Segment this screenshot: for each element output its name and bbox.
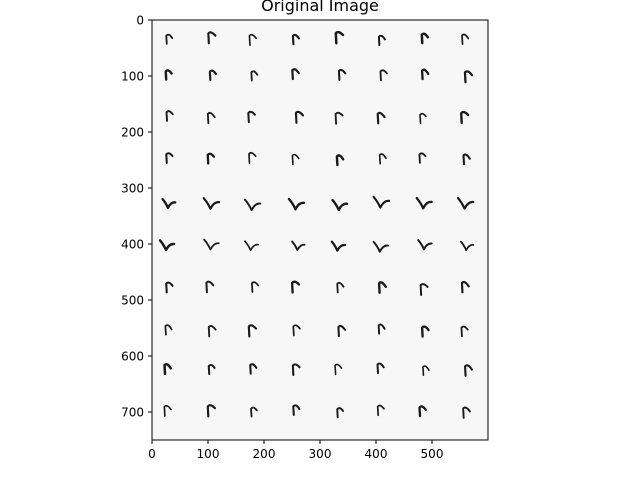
glyph-r1-c2 [207, 31, 217, 45]
glyph-r4-c4 [291, 153, 300, 166]
glyph-r1-c8 [461, 33, 470, 45]
glyph-r4-c6 [378, 153, 387, 165]
x-tick-label: 500 [421, 447, 444, 461]
glyph-r5-c5 [331, 198, 349, 212]
glyph-r6-c4 [291, 240, 306, 251]
glyph-r4-c2 [206, 152, 216, 165]
glyph-r6-c3 [244, 240, 260, 252]
y-tick-label: 100 [121, 70, 144, 84]
glyph-r8-c2 [207, 324, 217, 338]
glyph-r9-c1 [163, 363, 173, 376]
glyph-r10-c5 [336, 407, 345, 419]
y-tick-label: 0 [136, 14, 144, 28]
glyph-r3-c4 [294, 110, 305, 124]
glyph-r10-c2 [206, 404, 217, 418]
glyph-r3-c5 [334, 111, 344, 125]
glyph-r5-c7 [415, 196, 433, 210]
glyph-r8-c7 [420, 325, 430, 338]
y-tick-label: 700 [121, 406, 144, 420]
glyph-r4-c7 [418, 152, 427, 164]
glyph-r8-c5 [337, 324, 346, 338]
glyph-r6-c5 [330, 240, 347, 252]
y-tick-label: 500 [121, 294, 144, 308]
glyph-r6-c8 [460, 240, 475, 252]
glyph-r2-c7 [420, 68, 430, 81]
glyph-r4-c5 [335, 154, 345, 167]
x-tick-label: 300 [309, 447, 332, 461]
glyph-r1-c4 [291, 33, 300, 46]
glyph-r1-c5 [334, 30, 345, 45]
glyph-r7-c4 [290, 280, 301, 294]
glyph-r2-c5 [337, 68, 347, 81]
y-tick-label: 400 [121, 238, 144, 252]
glyph-r3-c6 [376, 111, 386, 125]
glyph-r5-c1 [161, 197, 177, 210]
y-tick-label: 200 [121, 126, 144, 140]
glyph-r4-c3 [248, 151, 257, 164]
glyph-r6-c6 [372, 240, 389, 253]
glyph-r9-c2 [207, 363, 216, 376]
glyph-r10-c1 [163, 404, 172, 417]
glyph-r10-c4 [292, 404, 301, 416]
y-tick-label: 300 [121, 182, 144, 196]
image-background [152, 20, 488, 440]
glyph-r4-c1 [165, 152, 174, 164]
glyph-r5-c4 [287, 197, 306, 211]
glyph-r10-c8 [462, 406, 471, 419]
y-tick-label: 600 [121, 350, 144, 364]
glyph-r8-c6 [377, 323, 386, 335]
figure-title: Original Image [261, 0, 379, 15]
glyph-r5-c8 [456, 196, 475, 210]
glyph-r10-c3 [250, 406, 258, 418]
glyph-r3-c8 [460, 110, 470, 125]
x-tick-label: 100 [197, 447, 220, 461]
glyph-r1-c1 [165, 33, 174, 45]
glyph-r8-c8 [460, 325, 469, 338]
glyph-r6-c1 [158, 239, 176, 252]
glyph-r5-c6 [372, 195, 391, 209]
glyph-r9-c3 [249, 363, 258, 375]
glyph-r7-c6 [377, 281, 387, 294]
glyph-r2-c8 [463, 70, 474, 84]
glyph-r10-c6 [376, 404, 385, 417]
glyph-r9-c7 [422, 365, 430, 377]
glyph-r7-c3 [251, 281, 260, 293]
glyph-r3-c7 [419, 112, 427, 124]
glyph-r9-c5 [334, 363, 343, 376]
glyph-r7-c5 [336, 281, 345, 294]
glyph-r7-c7 [419, 283, 429, 296]
glyph-r1-c7 [420, 32, 430, 45]
x-tick-label: 400 [365, 447, 388, 461]
glyph-r10-c7 [418, 405, 427, 418]
x-tick-label: 200 [253, 447, 276, 461]
glyph-r6-c2 [203, 238, 220, 251]
glyph-r9-c4 [291, 363, 301, 376]
glyph-r3-c1 [165, 110, 174, 122]
glyph-r2-c6 [379, 69, 388, 82]
glyph-r8-c1 [164, 324, 173, 336]
glyph-r4-c8 [462, 153, 471, 166]
glyph-r3-c2 [206, 111, 216, 125]
glyph-r5-c3 [243, 198, 262, 212]
glyph-r2-c2 [208, 69, 218, 82]
glyph-r8-c4 [292, 324, 301, 337]
glyph-r8-c3 [247, 324, 258, 338]
glyph-r2-c1 [164, 69, 173, 81]
glyph-r6-c7 [417, 239, 433, 251]
glyph-r1-c3 [248, 33, 258, 46]
glyph-r9-c6 [376, 362, 385, 375]
glyph-r2-c3 [250, 70, 259, 82]
glyph-r7-c8 [460, 280, 470, 294]
glyph-r2-c4 [291, 68, 300, 81]
glyph-r1-c6 [377, 34, 386, 47]
x-tick-label: 0 [148, 447, 156, 461]
glyph-r3-c3 [247, 110, 256, 124]
glyph-r5-c2 [202, 197, 221, 210]
glyph-r7-c2 [205, 280, 215, 294]
glyph-r7-c1 [165, 281, 174, 294]
glyph-r9-c8 [464, 364, 474, 377]
